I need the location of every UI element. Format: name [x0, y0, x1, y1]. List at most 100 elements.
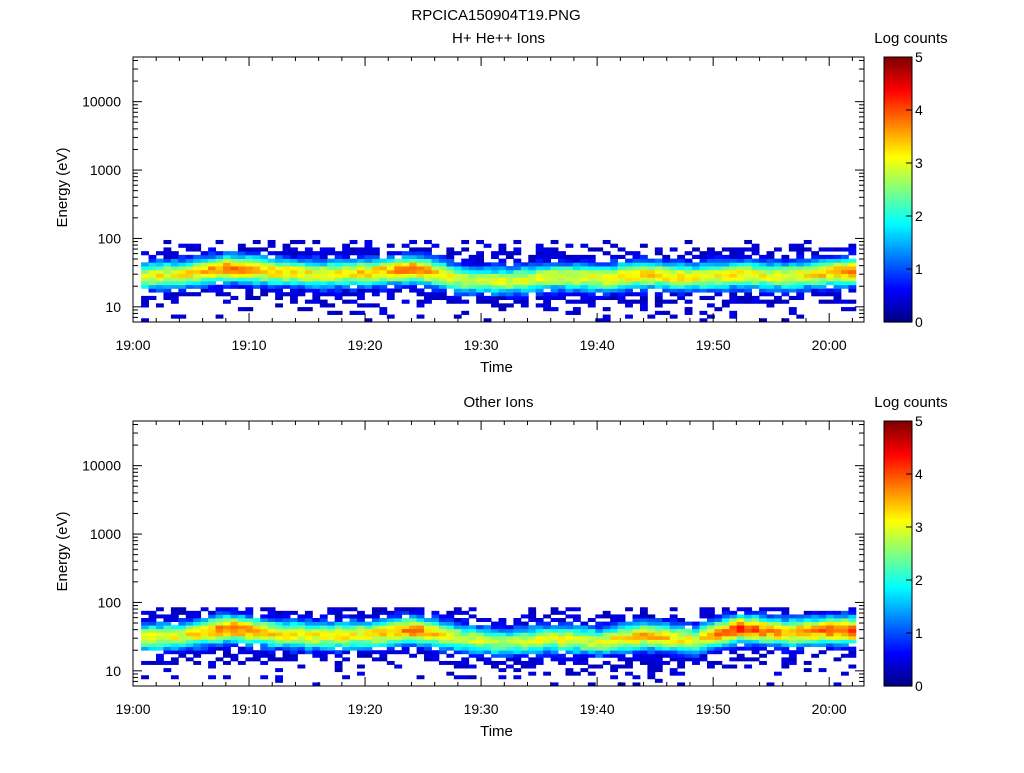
colorbar-segment — [884, 271, 912, 275]
colorbar-segment — [884, 462, 912, 466]
heatmap-cell — [654, 650, 663, 655]
heatmap-cell — [565, 266, 574, 271]
heatmap-cell — [267, 239, 276, 245]
heatmap-cell — [386, 292, 395, 297]
heatmap-cell — [401, 632, 410, 637]
heatmap-cell — [223, 614, 231, 619]
heatmap-cell — [483, 295, 492, 301]
heatmap-cell — [364, 273, 373, 278]
heatmap-cell — [610, 254, 619, 260]
heatmap-cell — [744, 284, 753, 289]
heatmap-cell — [684, 621, 693, 626]
heatmap-cell — [156, 621, 164, 626]
heatmap-cell — [699, 269, 708, 274]
heatmap-cell — [237, 269, 246, 274]
heatmap-cell — [833, 639, 842, 644]
heatmap-cell — [386, 273, 395, 278]
heatmap-cell — [729, 639, 738, 644]
heatmap-cell — [312, 299, 321, 304]
heatmap-cell — [476, 258, 485, 263]
heatmap-cell — [386, 614, 395, 619]
colorbar-segment — [884, 227, 912, 230]
heatmap-cell — [349, 266, 358, 271]
heatmap-cell — [319, 632, 328, 637]
heatmap-cell — [647, 266, 656, 271]
heatmap-cell — [796, 621, 805, 626]
heatmap-cell — [282, 269, 291, 274]
colorbar-segment — [884, 165, 912, 169]
heatmap-cell — [565, 284, 574, 289]
heatmap-cell — [848, 646, 857, 651]
colorbar-segment — [884, 92, 912, 96]
colorbar-segment — [884, 68, 912, 71]
colorbar-segment — [884, 266, 912, 270]
heatmap-cell — [565, 269, 574, 274]
heatmap-cell — [848, 284, 857, 289]
heatmap-cell — [811, 625, 820, 630]
heatmap-cell — [766, 299, 775, 304]
heatmap-cell — [416, 269, 425, 274]
heatmap-cell — [617, 295, 626, 301]
heatmap-cell — [409, 635, 418, 640]
heatmap-cell — [751, 243, 760, 248]
heatmap-cell — [587, 258, 596, 263]
heatmap-cell — [654, 277, 663, 282]
heatmap-cell — [699, 258, 708, 263]
heatmap-cell — [840, 269, 849, 274]
heatmap-cell — [327, 280, 336, 286]
heatmap-cell — [632, 299, 641, 304]
heatmap-cell — [617, 292, 626, 297]
heatmap-cell — [744, 621, 753, 626]
colorbar-segment — [884, 202, 912, 206]
heatmap-cell — [587, 269, 596, 274]
heatmap-cell — [200, 625, 209, 630]
heatmap-cell — [386, 258, 395, 263]
heatmap-cell — [252, 239, 261, 245]
heatmap-cell — [245, 610, 254, 615]
heatmap-cell — [312, 258, 321, 263]
heatmap-cell — [431, 292, 440, 297]
heatmap-cell — [677, 643, 686, 648]
heatmap-cell — [357, 632, 365, 637]
heatmap-cell — [759, 610, 767, 615]
heatmap-cell — [304, 639, 313, 644]
heatmap-cell — [200, 650, 209, 655]
heatmap-cell — [185, 254, 194, 260]
heatmap-cell — [371, 247, 380, 252]
heatmap-cell — [304, 288, 313, 293]
heatmap-cell — [706, 660, 715, 665]
heatmap-cell — [639, 639, 648, 644]
heatmap-cell — [364, 653, 373, 658]
heatmap-cell — [625, 251, 633, 256]
heatmap-cell — [625, 266, 633, 271]
heatmap-cell — [788, 643, 797, 648]
heatmap-cell — [625, 657, 633, 662]
heatmap-cell — [595, 262, 604, 267]
heatmap-cell — [453, 280, 462, 286]
heatmap-cell — [840, 299, 849, 304]
heatmap-cell — [639, 628, 648, 633]
heatmap-cell — [513, 646, 522, 651]
heatmap-cell — [312, 269, 321, 274]
heatmap-cell — [371, 273, 380, 278]
heatmap-cell — [759, 643, 767, 648]
heatmap-cell — [431, 632, 440, 637]
heatmap-cell — [483, 660, 492, 665]
heatmap-cell — [260, 621, 269, 626]
heatmap-cell — [669, 280, 678, 286]
heatmap-cell — [706, 273, 715, 278]
heatmap-cell — [654, 258, 663, 263]
heatmap-cell — [416, 251, 425, 256]
heatmap-cell — [208, 254, 216, 260]
heatmap-cell — [223, 610, 231, 615]
heatmap-cell — [699, 614, 708, 619]
heatmap-cell — [371, 614, 380, 619]
colorbar-segment — [884, 573, 912, 577]
heatmap-cell — [193, 635, 202, 640]
heatmap-cell — [357, 277, 365, 282]
heatmap-cell — [319, 614, 328, 619]
heatmap-cell — [513, 269, 522, 274]
heatmap-cell — [379, 277, 388, 282]
colorbar-segment — [884, 577, 912, 581]
colorbar-segment — [884, 260, 912, 263]
